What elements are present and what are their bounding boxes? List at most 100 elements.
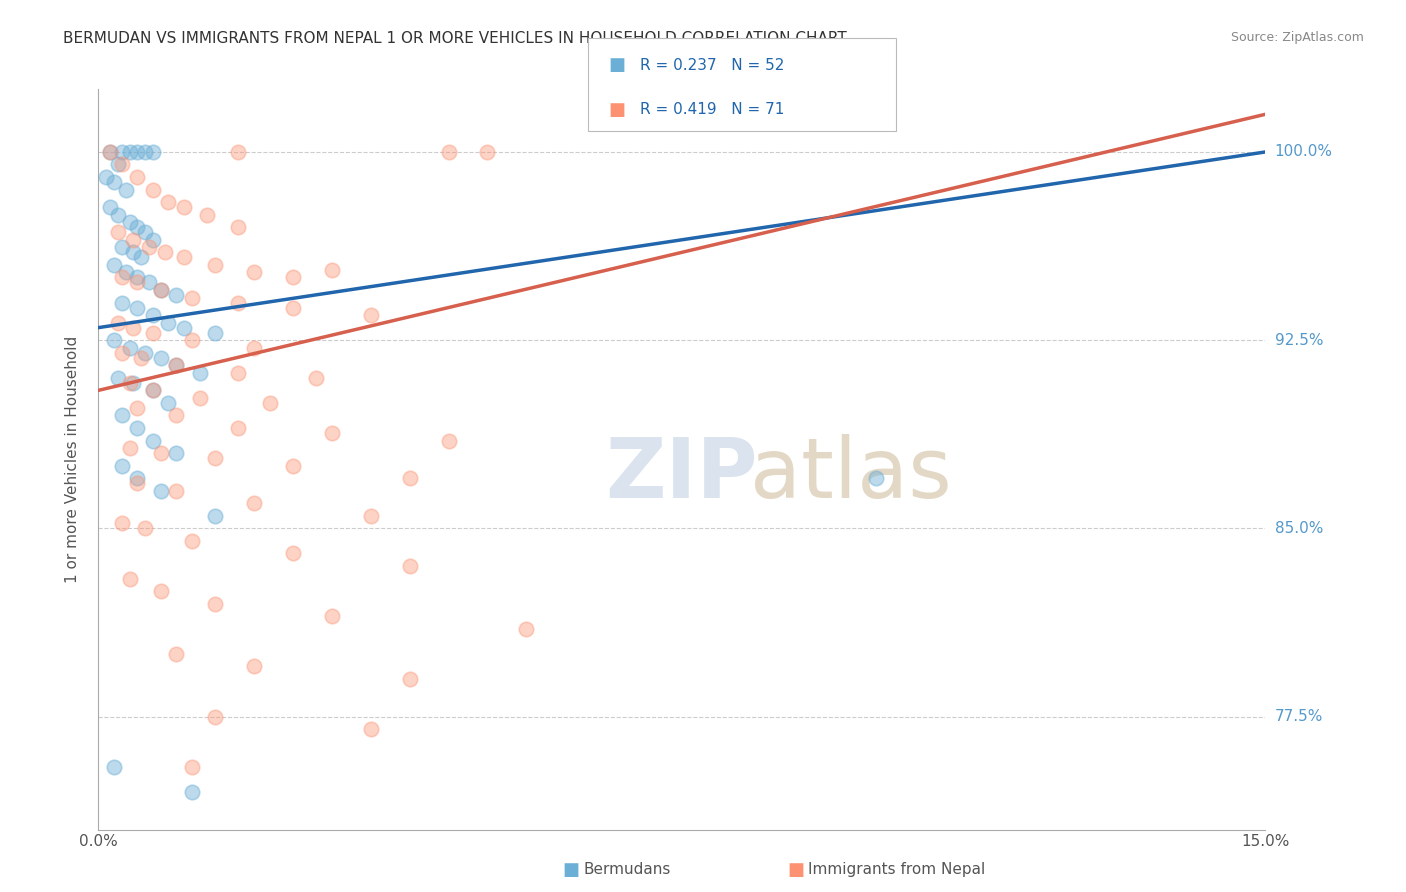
Point — [107, 316, 129, 330]
Point — [107, 225, 129, 239]
Point — [281, 547, 304, 561]
Point — [103, 333, 125, 347]
Point — [111, 345, 134, 359]
Point — [305, 371, 328, 385]
Point — [118, 341, 141, 355]
Point — [321, 263, 343, 277]
Point — [114, 183, 136, 197]
Point — [149, 584, 172, 599]
Point — [111, 240, 134, 254]
Point — [127, 169, 149, 184]
Point — [204, 508, 226, 523]
Point — [142, 145, 165, 159]
Point — [122, 376, 145, 390]
Point — [142, 384, 165, 398]
Point — [103, 760, 125, 774]
Text: 92.5%: 92.5% — [1275, 333, 1323, 348]
Point — [173, 251, 195, 265]
Point — [129, 251, 152, 265]
Point — [865, 471, 887, 485]
Point — [281, 458, 304, 473]
Point — [398, 559, 420, 574]
Point — [142, 434, 165, 448]
Point — [195, 208, 218, 222]
Point — [103, 175, 125, 189]
Point — [127, 276, 149, 290]
Point — [107, 371, 129, 385]
Point — [111, 157, 134, 171]
Point — [228, 145, 250, 159]
Point — [134, 145, 156, 159]
Point — [149, 351, 172, 365]
Text: ■: ■ — [609, 101, 626, 119]
Point — [134, 345, 156, 359]
Text: ■: ■ — [562, 861, 579, 879]
Text: Immigrants from Nepal: Immigrants from Nepal — [808, 863, 986, 877]
Point — [321, 609, 343, 624]
Point — [122, 245, 145, 260]
Point — [437, 434, 460, 448]
Point — [180, 333, 202, 347]
Point — [180, 533, 202, 548]
Text: atlas: atlas — [751, 434, 952, 515]
Point — [149, 446, 172, 460]
Point — [228, 220, 250, 235]
Point — [259, 396, 281, 410]
Point — [180, 760, 202, 774]
Point — [111, 145, 134, 159]
Point — [118, 441, 141, 455]
Point — [228, 366, 250, 380]
Point — [107, 157, 129, 171]
Text: 85.0%: 85.0% — [1275, 521, 1323, 536]
Point — [228, 295, 250, 310]
Point — [114, 265, 136, 279]
Point — [243, 341, 266, 355]
Point — [477, 145, 499, 159]
Text: Bermudans: Bermudans — [583, 863, 671, 877]
Point — [142, 326, 165, 340]
Point — [243, 496, 266, 510]
Point — [127, 471, 149, 485]
Point — [204, 597, 226, 611]
Text: ■: ■ — [787, 861, 804, 879]
Point — [118, 145, 141, 159]
Point — [157, 316, 180, 330]
Point — [111, 458, 134, 473]
Text: 100.0%: 100.0% — [1275, 145, 1333, 160]
Point — [165, 647, 187, 661]
Point — [107, 208, 129, 222]
Point — [228, 421, 250, 435]
Point — [127, 301, 149, 315]
Point — [138, 240, 160, 254]
Point — [111, 295, 134, 310]
Point — [103, 258, 125, 272]
Point — [149, 283, 172, 297]
Point — [142, 384, 165, 398]
Point — [165, 446, 187, 460]
Point — [127, 401, 149, 415]
Point — [165, 409, 187, 423]
Point — [127, 145, 149, 159]
Point — [398, 672, 420, 686]
Point — [138, 276, 160, 290]
Point — [142, 233, 165, 247]
Point — [204, 451, 226, 466]
Point — [437, 145, 460, 159]
Point — [173, 320, 195, 334]
Point — [98, 145, 121, 159]
Point — [98, 200, 121, 214]
Point — [98, 145, 121, 159]
Point — [281, 270, 304, 285]
Point — [398, 471, 420, 485]
Point — [515, 622, 537, 636]
Point — [111, 516, 134, 531]
Point — [142, 308, 165, 322]
Point — [122, 233, 145, 247]
Point — [157, 396, 180, 410]
Point — [188, 366, 211, 380]
Point — [127, 270, 149, 285]
Point — [118, 572, 141, 586]
Point — [173, 200, 195, 214]
Point — [96, 169, 118, 184]
Point — [127, 421, 149, 435]
